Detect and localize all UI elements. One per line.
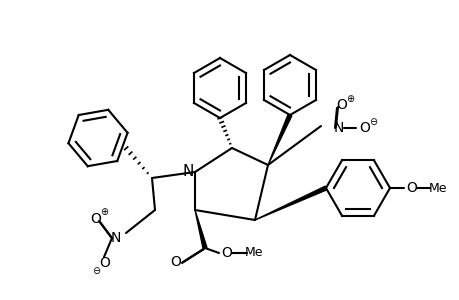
Polygon shape (268, 114, 291, 165)
Text: N: N (182, 164, 193, 179)
Text: N: N (333, 121, 343, 135)
Text: O: O (90, 212, 101, 226)
Polygon shape (254, 186, 326, 220)
Text: ⊕: ⊕ (345, 94, 353, 104)
Text: N: N (111, 231, 121, 245)
Text: ⊖: ⊖ (368, 117, 376, 127)
Text: Me: Me (428, 182, 446, 194)
Text: Me: Me (244, 247, 263, 260)
Polygon shape (195, 210, 207, 248)
Text: ⊕: ⊕ (100, 207, 108, 217)
Text: ⊖: ⊖ (92, 266, 100, 276)
Text: O: O (170, 255, 181, 269)
Text: O: O (406, 181, 416, 195)
Text: O: O (359, 121, 369, 135)
Text: O: O (336, 98, 347, 112)
Text: O: O (99, 256, 110, 270)
Text: O: O (221, 246, 232, 260)
